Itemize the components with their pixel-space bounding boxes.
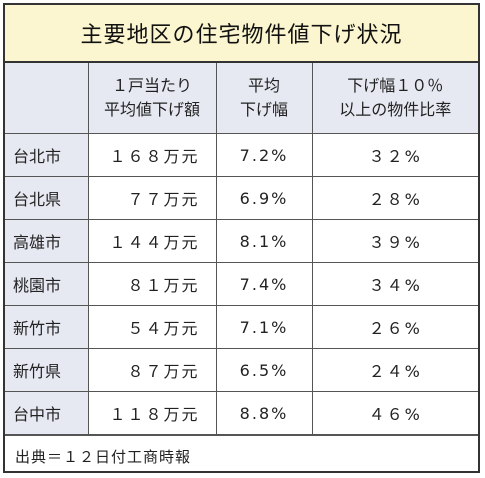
row-city: 台中市 xyxy=(5,391,89,435)
row-ratio: ２８% xyxy=(311,176,478,220)
row-amount: ８７万元 xyxy=(87,348,217,392)
row-city: 台北県 xyxy=(5,176,89,220)
source-note: 出典＝１２日付工商時報 xyxy=(5,435,478,476)
row-avg: 6.5% xyxy=(215,348,313,392)
price-reduction-table: １戸当たり 平均値下げ額 平均 下げ幅 下げ幅１０％ 以上の物件比率 台北市 １… xyxy=(5,63,478,435)
header-ratio-line2: 以上の物件比率 xyxy=(339,100,452,119)
row-city: 新竹県 xyxy=(5,348,89,392)
table-row: 新竹市 ５４万元 7.1% ２６% xyxy=(5,305,478,349)
header-avg-line1: 平均 xyxy=(247,76,280,95)
header-amount-line2: 平均値下げ額 xyxy=(103,100,200,119)
row-amount: ７７万元 xyxy=(87,176,217,220)
row-ratio: ３２% xyxy=(311,133,478,177)
row-ratio: ４６% xyxy=(311,391,478,435)
row-avg: 7.1% xyxy=(215,305,313,349)
row-avg: 8.8% xyxy=(215,391,313,435)
header-ratio-line1: 下げ幅１０％ xyxy=(347,76,444,95)
table-frame: 主要地区の住宅物件値下げ状況 １戸当たり 平均値下げ額 平均 下げ幅 下げ幅１０… xyxy=(3,3,480,473)
header-avg: 平均 下げ幅 xyxy=(215,63,313,134)
row-amount: ５４万元 xyxy=(87,305,217,349)
row-avg: 8.1% xyxy=(215,219,313,263)
header-amount: １戸当たり 平均値下げ額 xyxy=(87,63,217,134)
row-city: 桃園市 xyxy=(5,262,89,306)
row-amount: １６８万元 xyxy=(87,133,217,177)
table-row: 高雄市 １４４万元 8.1% ３９% xyxy=(5,219,478,263)
row-city: 高雄市 xyxy=(5,219,89,263)
table-title: 主要地区の住宅物件値下げ状況 xyxy=(5,5,478,63)
row-ratio: ２６% xyxy=(311,305,478,349)
row-amount: １４４万元 xyxy=(87,219,217,263)
row-ratio: ３９% xyxy=(311,219,478,263)
header-corner xyxy=(5,63,89,134)
row-ratio: ３４% xyxy=(311,262,478,306)
row-city: 台北市 xyxy=(5,133,89,177)
row-avg: 6.9% xyxy=(215,176,313,220)
table-row: 台北県 ７７万元 6.9% ２８% xyxy=(5,176,478,220)
table-row: 台北市 １６８万元 7.2% ３２% xyxy=(5,133,478,177)
row-avg: 7.4% xyxy=(215,262,313,306)
header-amount-line1: １戸当たり xyxy=(111,76,192,95)
row-amount: １１８万元 xyxy=(87,391,217,435)
table-row: 台中市 １１８万元 8.8% ４６% xyxy=(5,391,478,435)
row-avg: 7.2% xyxy=(215,133,313,177)
row-ratio: ２４% xyxy=(311,348,478,392)
header-row: １戸当たり 平均値下げ額 平均 下げ幅 下げ幅１０％ 以上の物件比率 xyxy=(5,63,478,134)
table-row: 桃園市 ８１万元 7.4% ３４% xyxy=(5,262,478,306)
header-ratio: 下げ幅１０％ 以上の物件比率 xyxy=(311,63,478,134)
header-avg-line2: 下げ幅 xyxy=(239,100,288,119)
row-city: 新竹市 xyxy=(5,305,89,349)
row-amount: ８１万元 xyxy=(87,262,217,306)
table-row: 新竹県 ８７万元 6.5% ２４% xyxy=(5,348,478,392)
